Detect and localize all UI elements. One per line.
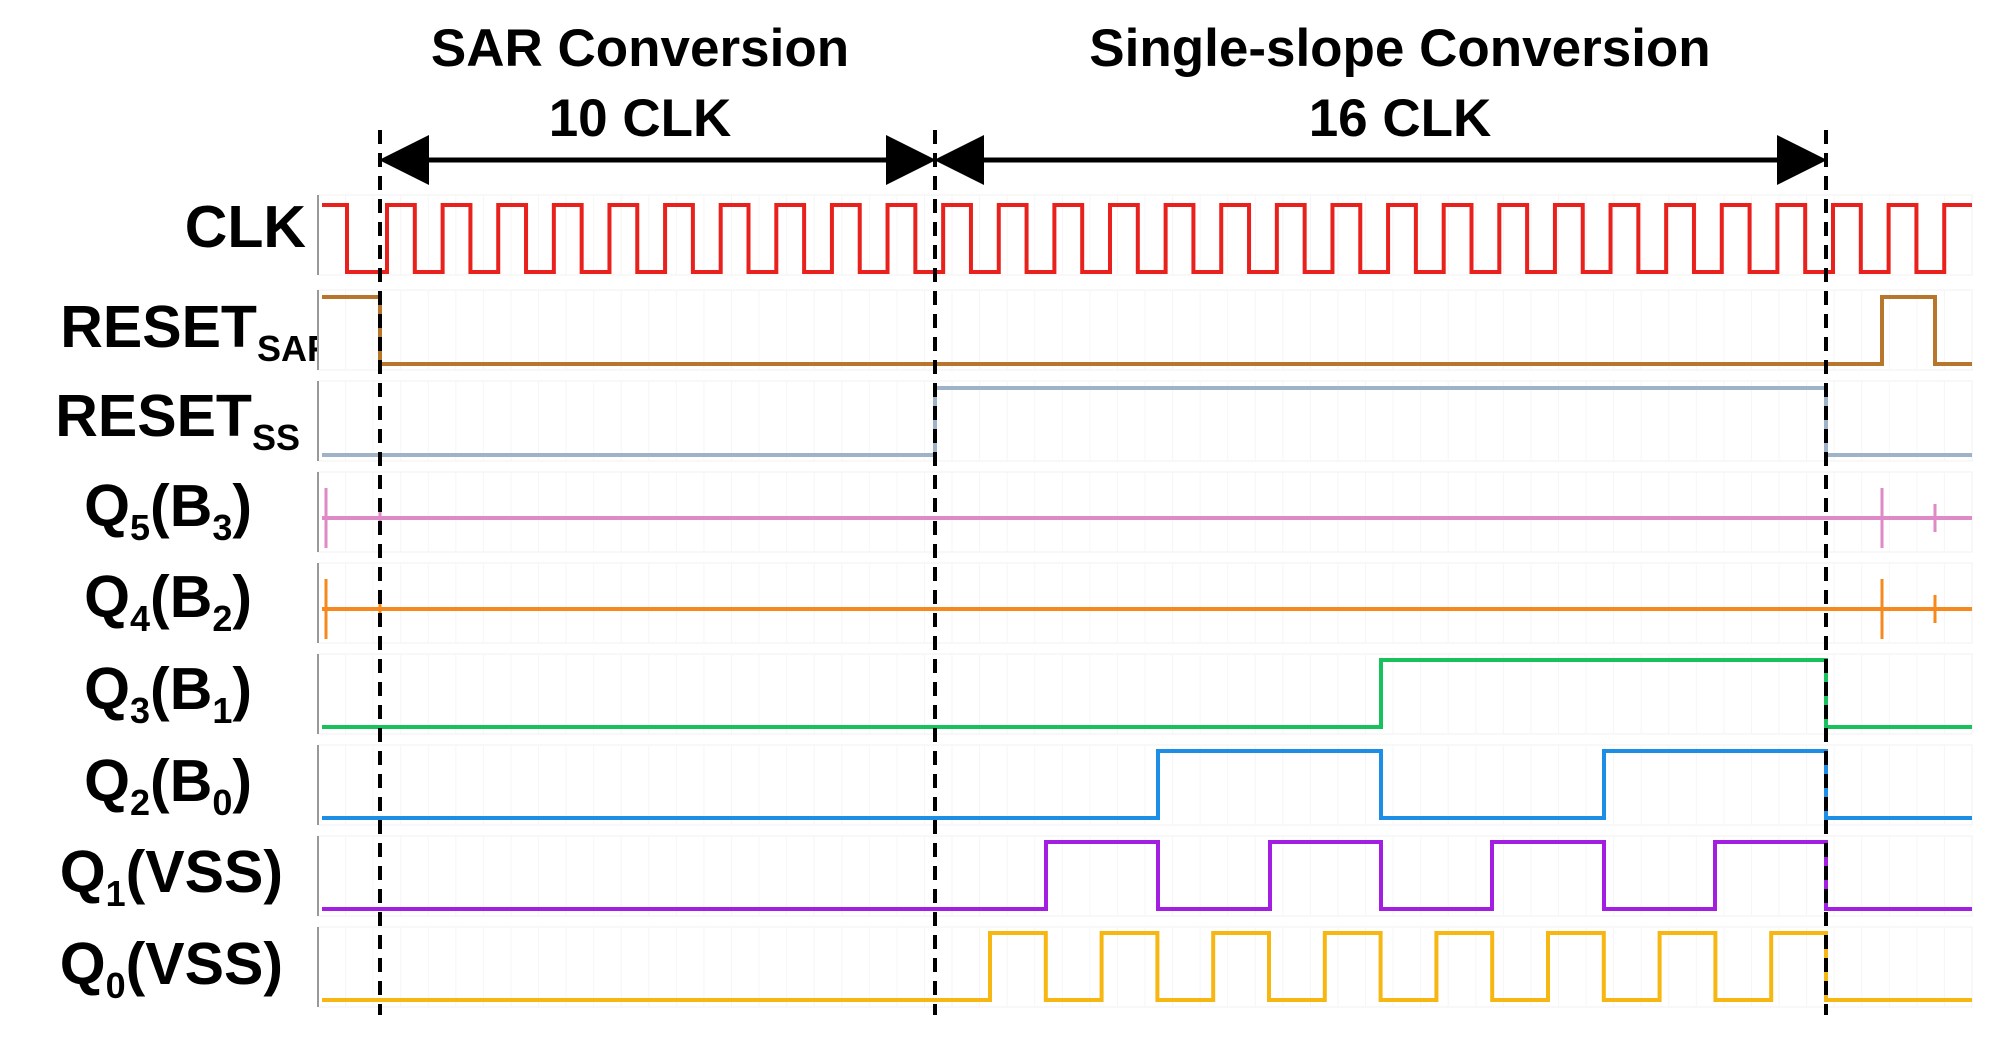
signal-label-reset-sar-text: RESET	[60, 294, 257, 360]
q1-trace	[322, 840, 1972, 911]
q0-trace	[322, 931, 1972, 1002]
signal-label-q4-subscript2: 2	[212, 598, 233, 639]
signal-label-q1: Q1(VSS)	[60, 843, 283, 912]
signal-label-q5-subscript2: 3	[212, 507, 233, 548]
signal-label-q4: Q4(B2)	[84, 568, 252, 637]
signal-label-q1-text: Q	[59, 839, 106, 905]
signal-label-q2-text: Q	[84, 748, 131, 814]
single-slope-conversion-title: Single-slope Conversion	[1089, 19, 1711, 78]
signal-label-q5-text: Q	[84, 473, 131, 539]
signal-label-q2-subscript: 2	[130, 782, 151, 823]
signal-label-reset-ss-subscript: SS	[251, 417, 300, 458]
signal-label-q3-suffix: (B	[150, 656, 213, 722]
signal-label-q3-suffix2: )	[232, 656, 252, 722]
signal-label-clk: CLK	[185, 198, 306, 257]
signal-label-q4-text: Q	[84, 564, 131, 630]
signal-label-q5-suffix: (B	[150, 473, 213, 539]
signal-label-q3-subscript: 3	[130, 690, 151, 731]
signal-label-q5: Q5(B3)	[84, 477, 252, 546]
signal-label-q2-suffix2: )	[232, 748, 252, 814]
clk-trace	[322, 203, 1972, 274]
signal-label-q3: Q3(B1)	[84, 660, 252, 729]
signal-label-reset-ss: RESETSS	[55, 387, 300, 456]
signal-label-q0-text: Q	[59, 931, 106, 997]
signal-label-q0: Q0(VSS)	[60, 935, 283, 1004]
signal-label-q1-suffix: (VSS)	[125, 839, 283, 905]
signal-label-q1-subscript: 1	[105, 873, 126, 914]
signal-label-reset-ss-text: RESET	[55, 383, 252, 449]
signal-label-q0-subscript: 0	[105, 965, 126, 1006]
signal-label-clk-text: CLK	[184, 194, 306, 260]
signal-label-q2: Q2(B0)	[84, 752, 252, 821]
signal-label-q4-suffix: (B	[150, 564, 213, 630]
reset-ss-trace	[322, 386, 1972, 457]
sar-conversion-title: SAR Conversion	[430, 19, 850, 78]
signal-label-q3-text: Q	[84, 656, 131, 722]
signal-label-q0-suffix: (VSS)	[125, 931, 283, 997]
signal-label-q5-subscript: 5	[130, 507, 151, 548]
signal-label-q3-subscript2: 1	[212, 690, 233, 731]
signal-label-q2-subscript2: 0	[212, 782, 233, 823]
signal-label-q4-suffix2: )	[232, 564, 252, 630]
signal-label-q5-suffix2: )	[232, 473, 252, 539]
q3-trace	[322, 658, 1972, 729]
reset-sar-trace	[322, 295, 1972, 366]
signal-label-q2-suffix: (B	[150, 748, 213, 814]
signal-label-q4-subscript: 4	[130, 598, 151, 639]
